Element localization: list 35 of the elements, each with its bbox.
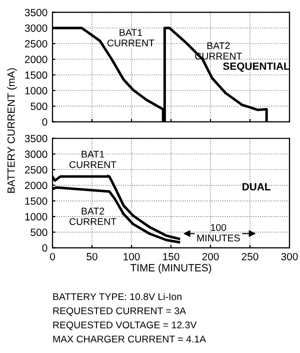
text: REQUESTED CURRENT = 3A [53,307,186,316]
annotation: DUAL [242,183,270,190]
y-tick-label: 3500 [24,134,48,142]
text: MAX CHARGER CURRENT = 4.1A [53,336,206,342]
x-tick-label: 200 [202,252,219,260]
y-tick-label: 1500 [25,71,48,79]
y-tick-label: 3000 [24,150,48,158]
series-label: BAT1 CURRENT [107,29,154,46]
x-tick-label: 0 [50,252,55,260]
y-tick-label: 2000 [24,182,48,190]
x-tick-label: 50 [86,252,98,260]
y-tick-label: 1000 [25,213,48,220]
text: BATTERY TYPE: 10.8V Li-Ion [53,292,182,300]
y-tick-label: 2500 [24,166,48,174]
y-tick-label: 0 [42,118,48,126]
x-tick-label: 300 [281,252,298,260]
y-axis-title: BATTERY CURRENT (mA) [7,68,17,193]
y-tick-label: 2500 [24,40,48,48]
y-tick-label: 3000 [24,24,48,32]
annotation: 100 MINUTES [197,224,240,242]
y-tick-label: 500 [30,228,48,236]
annotation: SEQUENTIAL [223,62,290,72]
y-tick-label: 1000 [25,87,48,94]
legend-label: BAT2 CURRENT [70,208,116,226]
y-tick-label: 0 [42,244,48,252]
y-tick-label: 1500 [25,197,48,205]
series-label: BAT1 CURRENT [70,150,116,168]
x-axis-title: TIME (MINUTES) [130,264,212,274]
x-tick-label: 250 [242,252,258,260]
x-tick-label: 100 [124,252,140,260]
y-tick-label: 3500 [24,8,48,16]
x-tick-label: 150 [163,252,180,260]
y-tick-label: 500 [30,102,48,110]
y-tick-label: 2000 [24,56,48,64]
text: REQUESTED VOLTAGE = 12.3V [53,321,197,330]
